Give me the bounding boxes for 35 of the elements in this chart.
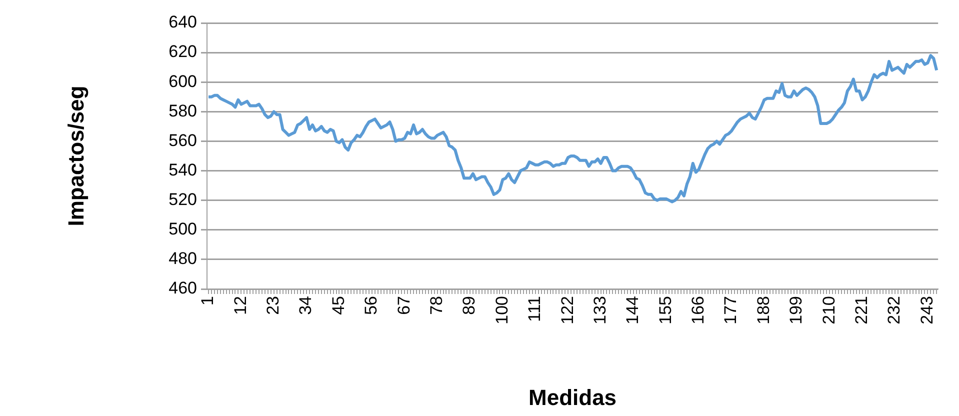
y-tick-label: 560	[168, 130, 197, 150]
y-tick-label: 460	[168, 278, 197, 298]
x-tick-label: 243	[917, 296, 936, 324]
x-tick-label: 1	[198, 296, 218, 306]
y-tick-label: 580	[168, 101, 197, 120]
x-tick-label: 111	[525, 296, 544, 322]
x-tick-label: 89	[460, 296, 479, 315]
x-tick-label: 45	[328, 296, 348, 315]
x-tick-label: 34	[296, 296, 316, 315]
x-tick-label: 221	[852, 296, 871, 324]
x-tick-label: 188	[754, 296, 773, 324]
y-tick-label: 500	[168, 220, 197, 239]
x-tick-label: 199	[786, 296, 806, 324]
x-tick-label: 210	[819, 296, 838, 324]
y-tick-label: 640	[168, 12, 197, 32]
x-tick-label: 56	[362, 296, 381, 315]
x-tick-label: 100	[492, 296, 512, 324]
y-tick-label: 620	[168, 42, 197, 62]
y-tick-label: 600	[168, 72, 197, 91]
x-tick-label: 232	[884, 296, 904, 324]
y-tick-label: 540	[168, 160, 197, 180]
x-tick-label: 67	[394, 296, 414, 315]
x-axis-title: Medidas	[528, 384, 617, 410]
x-tick-label: 133	[590, 296, 610, 324]
x-tick-label: 122	[558, 296, 577, 324]
y-axis-title: Impactos/seg	[63, 86, 88, 226]
x-tick-label: 78	[427, 296, 446, 315]
x-tick-label: 155	[656, 296, 675, 324]
x-tick-label: 12	[230, 296, 250, 315]
y-tick-label: 480	[168, 249, 197, 268]
y-tick-label: 520	[168, 190, 197, 210]
x-tick-label: 177	[721, 296, 740, 324]
x-tick-label: 144	[623, 296, 642, 324]
x-tick-label: 23	[264, 296, 283, 315]
x-tick-label: 166	[688, 296, 708, 324]
